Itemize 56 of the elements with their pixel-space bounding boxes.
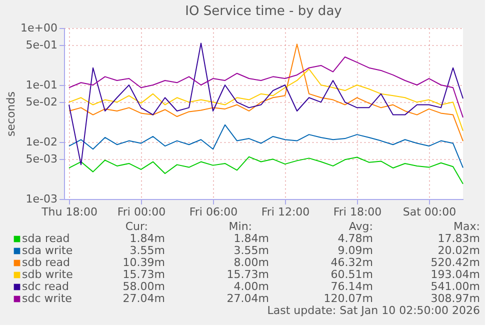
text: 10.39m <box>122 256 165 269</box>
legend-label: sda write <box>22 244 73 257</box>
text: Last update: Sat Jan 10 02:50:00 2026 <box>267 304 480 317</box>
y-tick-label: 5e-03 <box>26 152 58 166</box>
text: 58.00m <box>122 280 165 293</box>
text: 15.73m <box>122 268 165 281</box>
text: Min: <box>228 220 252 233</box>
text: 1.84m <box>130 232 165 245</box>
y-tick-label: 1e+00 <box>20 22 58 34</box>
text: Max: <box>454 220 480 233</box>
text: 76.14m <box>330 280 373 293</box>
chart-title: IO Service time - by day <box>185 4 342 19</box>
text: 3.55m <box>234 244 269 257</box>
text: 20.02m <box>438 244 480 257</box>
x-tick-label: Fri 12:00 <box>261 206 310 218</box>
text: 27.04m <box>226 292 269 305</box>
legend-label: sdc read <box>22 280 70 293</box>
y-tick-label: 5e-02 <box>26 96 58 109</box>
text: Avg: <box>348 220 373 233</box>
line-series <box>68 156 464 184</box>
text: 60.51m <box>330 268 373 281</box>
y-tick-label: 5e-01 <box>26 38 58 52</box>
line-series <box>68 56 464 118</box>
text: 120.07m <box>324 292 373 305</box>
text: 520.42m <box>430 256 480 269</box>
x-tick-label: Fri 18:00 <box>333 206 382 218</box>
x-tick-label: Sat 00:00 <box>402 206 456 218</box>
text: 4.78m <box>338 232 373 245</box>
x-tick-label: Thu 18:00 <box>40 206 98 218</box>
legend-label: sda read <box>22 232 70 245</box>
text: 541.00m <box>430 280 480 293</box>
text: 8.00m <box>234 256 269 269</box>
text: 1.84m <box>234 232 269 245</box>
y-tick-label: 1e-02 <box>26 136 58 148</box>
text: 193.04m <box>430 268 480 281</box>
text: 4.00m <box>234 280 269 293</box>
y-tick-label: 1e-01 <box>26 78 58 92</box>
text: 9.09m <box>338 244 373 257</box>
x-tick-label: Fri 06:00 <box>189 206 238 218</box>
text: 308.97m <box>430 292 480 305</box>
legend-label: sdb read <box>22 256 70 269</box>
y-tick-label: 1e-03 <box>26 192 58 206</box>
line-series <box>68 124 464 168</box>
line-series <box>68 42 464 166</box>
legend-label: sdb write <box>22 268 74 281</box>
text: 46.32m <box>330 256 373 269</box>
line-series <box>68 68 464 132</box>
text: 17.83m <box>438 232 480 245</box>
line-series <box>68 44 464 142</box>
text: Cur: <box>125 220 148 233</box>
legend-label: sdc write <box>22 292 72 305</box>
text: 3.55m <box>130 244 165 257</box>
y-axis-title: seconds <box>4 91 18 136</box>
x-tick-label: Fri 00:00 <box>117 206 166 218</box>
text: 15.73m <box>226 268 269 281</box>
text: 27.04m <box>122 292 165 305</box>
